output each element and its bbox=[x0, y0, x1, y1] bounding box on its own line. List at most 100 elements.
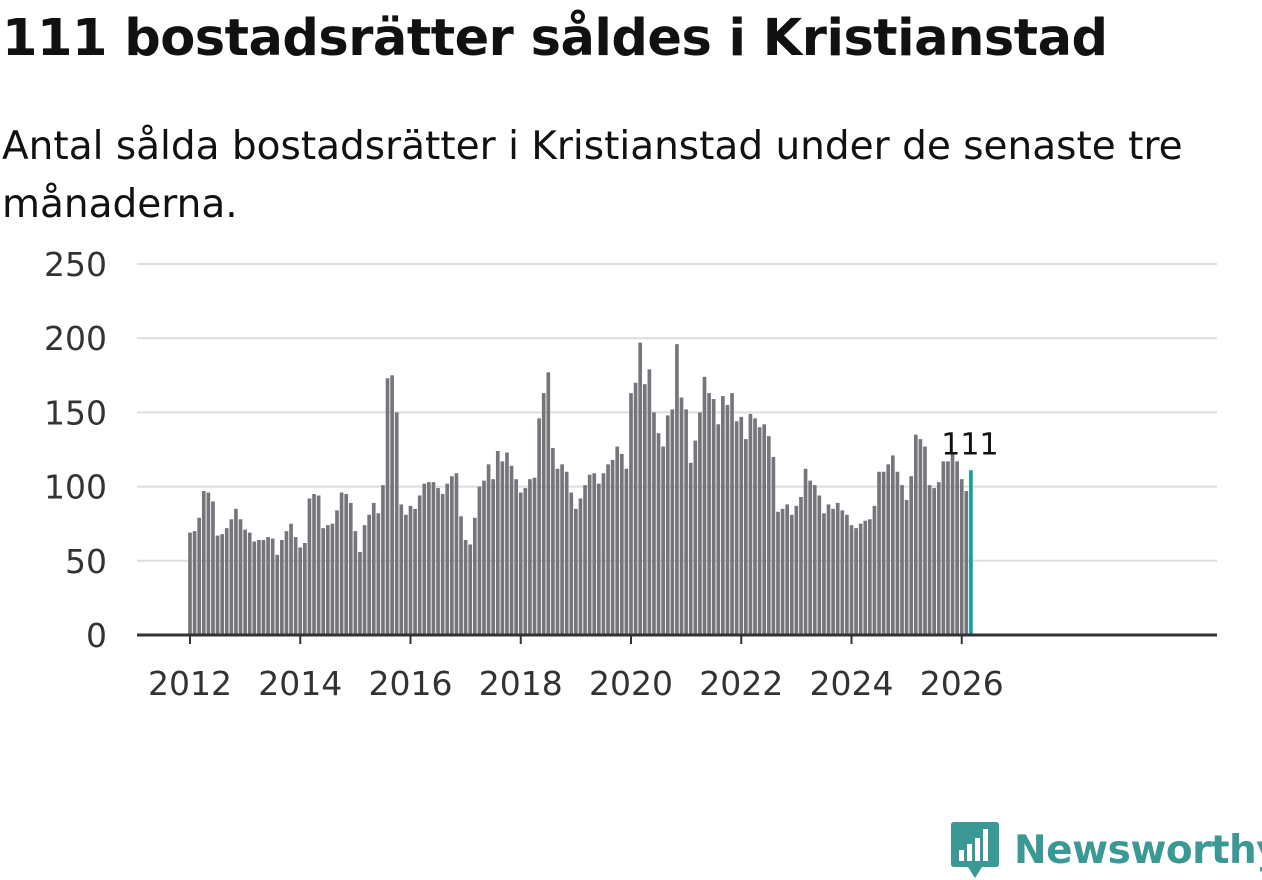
bar bbox=[872, 505, 877, 635]
bar bbox=[459, 516, 463, 635]
y-tick-label: 50 bbox=[65, 542, 107, 581]
bar bbox=[587, 474, 592, 635]
bar bbox=[597, 483, 601, 635]
bar bbox=[739, 416, 744, 635]
bar bbox=[734, 421, 739, 635]
bar bbox=[486, 464, 491, 635]
bar bbox=[514, 479, 518, 635]
chart-subtitle: Antal sålda bostadsrätter i Kristianstad… bbox=[2, 124, 1183, 227]
bar bbox=[201, 491, 206, 635]
bar bbox=[886, 464, 891, 635]
bar bbox=[362, 525, 367, 635]
bar bbox=[339, 492, 344, 635]
newsworthy-logo-icon bbox=[951, 822, 999, 878]
bar bbox=[532, 477, 537, 635]
x-tick-label: 2014 bbox=[258, 664, 342, 703]
bar bbox=[927, 485, 932, 635]
bar bbox=[234, 508, 238, 635]
bar bbox=[633, 382, 638, 635]
bar bbox=[785, 504, 790, 635]
bar bbox=[312, 494, 316, 635]
bar bbox=[371, 502, 376, 635]
bar bbox=[932, 488, 937, 635]
chart-title: 111 bostadsrätter såldes i Kristianstad bbox=[2, 9, 1108, 68]
bar bbox=[385, 378, 390, 635]
y-tick-label: 250 bbox=[44, 245, 107, 284]
bar bbox=[780, 508, 785, 635]
bar bbox=[495, 450, 500, 635]
x-tick-label: 2020 bbox=[589, 664, 673, 703]
bar bbox=[684, 409, 688, 635]
bar bbox=[854, 528, 858, 635]
bar bbox=[716, 424, 721, 635]
bar bbox=[399, 504, 404, 635]
bar bbox=[753, 418, 757, 635]
bar bbox=[619, 453, 624, 635]
bar bbox=[238, 519, 243, 635]
bar bbox=[537, 418, 541, 635]
bar bbox=[445, 483, 450, 635]
bar bbox=[257, 540, 261, 635]
bar bbox=[881, 471, 886, 635]
bar bbox=[546, 372, 551, 635]
x-tick-label: 2012 bbox=[148, 664, 232, 703]
bar bbox=[913, 434, 918, 635]
bar bbox=[564, 471, 569, 635]
bar bbox=[642, 384, 647, 635]
bar bbox=[348, 502, 353, 635]
bar bbox=[468, 544, 473, 635]
bar bbox=[505, 452, 509, 635]
bar bbox=[188, 532, 192, 635]
bar bbox=[284, 531, 289, 635]
bar bbox=[771, 456, 776, 635]
bar bbox=[721, 396, 725, 635]
bar bbox=[523, 488, 528, 635]
bar bbox=[698, 412, 702, 635]
bar bbox=[335, 510, 339, 635]
bar bbox=[491, 479, 496, 635]
x-tick-label: 2018 bbox=[479, 664, 563, 703]
bar bbox=[592, 473, 597, 635]
bar bbox=[923, 446, 927, 635]
bar bbox=[900, 485, 904, 635]
bar bbox=[477, 486, 482, 635]
bar bbox=[826, 504, 831, 635]
bar bbox=[518, 492, 523, 635]
bar bbox=[266, 537, 270, 635]
bar bbox=[344, 494, 349, 635]
bar bbox=[261, 540, 266, 635]
bar bbox=[661, 446, 665, 635]
bar bbox=[280, 540, 284, 635]
y-tick-label: 100 bbox=[44, 468, 107, 507]
bar bbox=[601, 473, 606, 635]
bar bbox=[215, 535, 220, 635]
bar bbox=[849, 525, 854, 635]
bar bbox=[482, 480, 486, 635]
y-tick-label: 0 bbox=[86, 616, 107, 655]
bar bbox=[638, 342, 643, 635]
bar bbox=[707, 393, 711, 635]
bar bbox=[610, 459, 615, 635]
bar bbox=[275, 554, 280, 635]
bar bbox=[693, 440, 698, 635]
bar bbox=[679, 397, 684, 635]
bar bbox=[330, 523, 335, 635]
bar bbox=[440, 494, 445, 635]
bar bbox=[289, 523, 293, 635]
x-tick-label: 2024 bbox=[810, 664, 894, 703]
bar bbox=[381, 485, 385, 635]
y-tick-label: 200 bbox=[44, 319, 107, 358]
bar bbox=[624, 468, 629, 635]
bar bbox=[270, 538, 275, 635]
bar bbox=[303, 542, 307, 635]
bar bbox=[390, 375, 394, 635]
bar bbox=[946, 461, 950, 635]
bar bbox=[252, 541, 257, 635]
bars bbox=[188, 342, 973, 635]
bar bbox=[904, 499, 909, 635]
gridlines bbox=[137, 263, 1217, 562]
x-tick-label: 2016 bbox=[369, 664, 453, 703]
bar bbox=[509, 465, 514, 635]
bar bbox=[803, 468, 808, 635]
bar bbox=[845, 514, 849, 635]
